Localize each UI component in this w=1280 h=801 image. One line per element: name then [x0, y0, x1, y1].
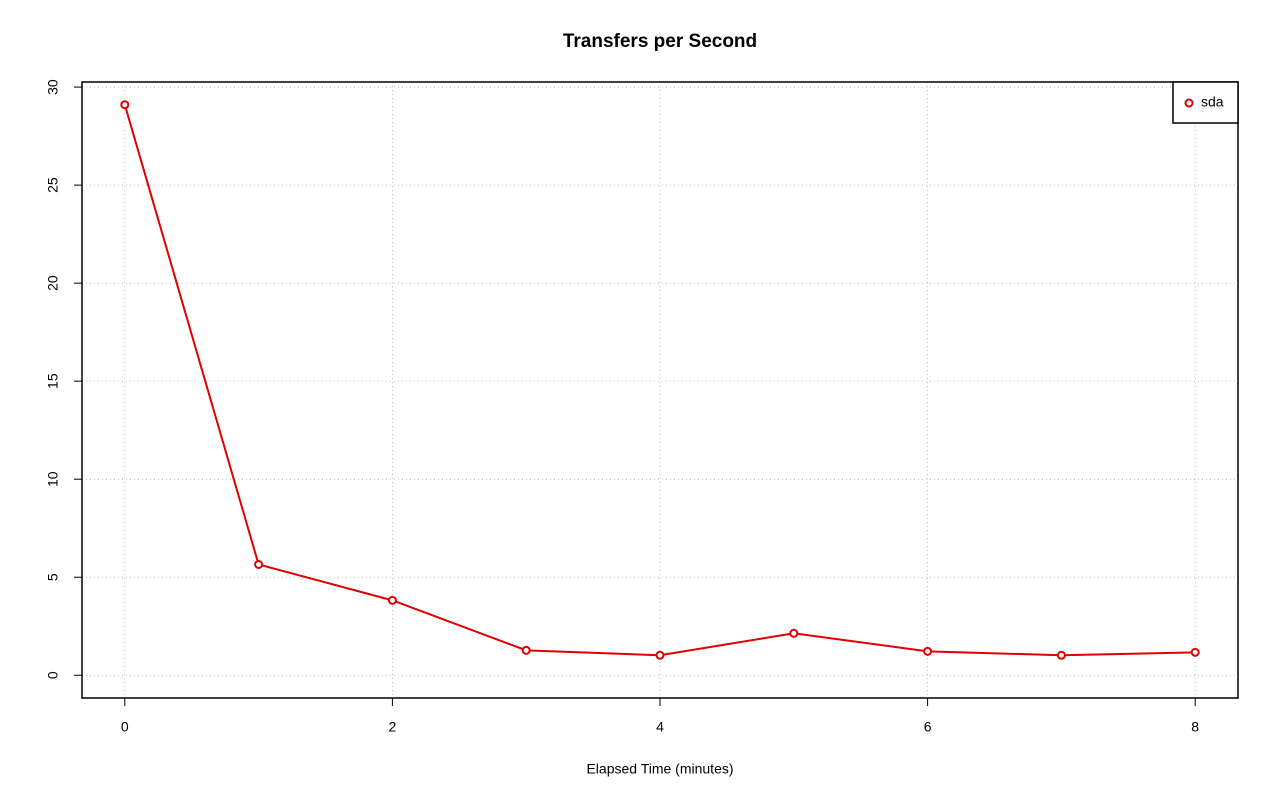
y-tick-label: 25: [45, 177, 61, 193]
point: [1190, 647, 1200, 657]
point: [521, 645, 531, 655]
y-tick-label: 20: [45, 275, 61, 291]
x-tick-label: 8: [1191, 719, 1199, 735]
y-tick-label: 30: [45, 79, 61, 95]
point: [789, 628, 799, 638]
x-tick-label: 4: [656, 719, 664, 735]
x-tick-label: 0: [121, 719, 129, 735]
legend-label: sda: [1201, 94, 1224, 110]
y-tick-label: 0: [45, 671, 61, 679]
y-tick-label: 15: [45, 373, 61, 389]
x-axis-label: Elapsed Time (minutes): [586, 761, 733, 777]
point: [1056, 650, 1066, 660]
plot-frame: [81, 81, 1239, 699]
y-tick-label: 5: [45, 573, 61, 581]
legend-box: [1172, 81, 1239, 124]
x-tick-label: 2: [389, 719, 397, 735]
point: [120, 100, 130, 110]
point: [254, 559, 264, 569]
point: [655, 650, 665, 660]
y-tick-label: 10: [45, 471, 61, 487]
legend-marker: [1184, 98, 1194, 108]
chart-title: Transfers per Second: [563, 31, 757, 52]
point: [923, 646, 933, 656]
x-tick-label: 6: [924, 719, 932, 735]
point: [387, 595, 397, 605]
